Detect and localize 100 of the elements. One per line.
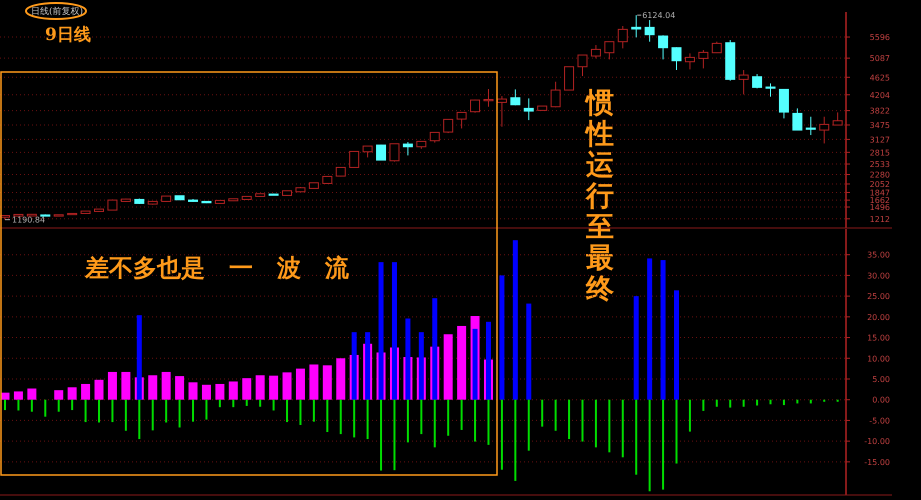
annotation: 6124.04 xyxy=(642,11,676,20)
bar xyxy=(512,240,518,400)
bar xyxy=(660,260,666,400)
bar xyxy=(269,376,278,400)
bar xyxy=(246,400,248,406)
bar xyxy=(215,384,224,400)
bar xyxy=(138,400,140,440)
bar xyxy=(622,400,624,458)
bar xyxy=(500,400,503,470)
bar xyxy=(647,258,652,400)
bar xyxy=(702,400,704,411)
bar xyxy=(322,365,332,400)
bar xyxy=(54,390,64,400)
bar xyxy=(487,400,490,445)
bar xyxy=(44,400,46,417)
y-tick-label: 5596 xyxy=(870,33,890,42)
bar xyxy=(366,400,369,440)
bar xyxy=(312,400,315,422)
bar xyxy=(228,381,238,400)
y-tick-label: 2815 xyxy=(870,148,890,158)
bar xyxy=(514,400,516,481)
bar xyxy=(756,400,758,406)
bar xyxy=(178,400,181,428)
bar xyxy=(202,384,211,400)
bar xyxy=(457,326,466,400)
bar xyxy=(380,400,382,471)
bar xyxy=(98,400,100,422)
annotation: 9日线 xyxy=(45,25,91,45)
bar xyxy=(688,400,691,432)
bar xyxy=(782,400,785,406)
bar xyxy=(406,400,409,442)
bar xyxy=(474,400,476,442)
y-tick-label: 35.00 xyxy=(867,250,890,260)
bar xyxy=(326,400,328,432)
y-tick-label: 5087 xyxy=(870,54,890,64)
bar xyxy=(188,382,198,400)
bar xyxy=(121,372,130,400)
bar xyxy=(594,400,597,448)
bar xyxy=(418,332,424,400)
bar xyxy=(447,400,450,436)
bar xyxy=(309,364,318,400)
y-tick-label: 10.00 xyxy=(867,354,890,364)
y-tick-label: 0.00 xyxy=(872,396,890,405)
bar xyxy=(124,400,127,431)
y-tick-label: 4625 xyxy=(870,73,890,82)
y-tick-label: 2280 xyxy=(870,170,890,180)
bar xyxy=(14,391,23,400)
bar xyxy=(58,400,60,412)
bar xyxy=(460,400,463,430)
bar xyxy=(568,400,570,440)
chart-title: 日线(前复权) xyxy=(31,6,84,17)
y-tick-label: 3822 xyxy=(870,106,890,116)
bar xyxy=(336,358,346,400)
y-tick-label: 3475 xyxy=(870,120,890,130)
bar xyxy=(282,372,292,400)
y-tick-label: 2533 xyxy=(870,160,890,170)
bar xyxy=(296,368,305,400)
bar xyxy=(472,328,478,400)
bar xyxy=(676,400,678,464)
bar xyxy=(432,298,438,400)
bar xyxy=(148,375,158,400)
y-tick-label: -5.00 xyxy=(869,416,890,426)
bar xyxy=(796,400,798,404)
bar xyxy=(111,400,114,422)
bar xyxy=(444,334,453,400)
bar xyxy=(499,275,504,400)
bar xyxy=(635,400,638,475)
bar xyxy=(634,296,639,400)
y-tick-label: 25.00 xyxy=(867,292,890,302)
y-tick-label: -15.00 xyxy=(864,458,890,467)
bar xyxy=(162,372,171,400)
y-tick-label: 2052 xyxy=(870,180,890,189)
bar xyxy=(71,400,74,410)
bar xyxy=(526,304,532,400)
bar xyxy=(554,400,557,431)
y-tick-label: 1496 xyxy=(870,203,890,212)
bar xyxy=(272,400,275,410)
bar xyxy=(729,400,732,408)
annotation: 惯性运行至最终 xyxy=(584,86,615,305)
bar xyxy=(716,400,718,407)
y-tick-label: 30.00 xyxy=(867,271,890,280)
bar xyxy=(541,400,544,427)
bar xyxy=(420,400,422,434)
y-tick-label: 15.00 xyxy=(867,334,890,343)
bar xyxy=(352,332,357,400)
bar xyxy=(94,380,104,400)
bar xyxy=(68,387,77,400)
bar xyxy=(108,372,117,400)
bar xyxy=(353,400,356,438)
y-tick-label: -10.00 xyxy=(864,437,890,446)
bar xyxy=(256,375,265,400)
bar xyxy=(392,262,397,400)
bar xyxy=(378,262,384,400)
bar xyxy=(259,400,262,407)
bar xyxy=(662,400,664,490)
bar xyxy=(136,315,142,400)
bar xyxy=(152,400,154,430)
bar xyxy=(770,400,772,404)
y-tick-label: 20.00 xyxy=(867,312,890,322)
y-tick-label: 1847 xyxy=(870,188,890,198)
